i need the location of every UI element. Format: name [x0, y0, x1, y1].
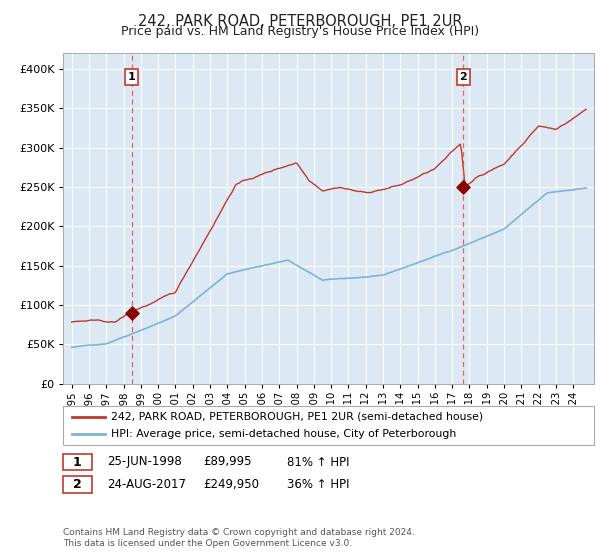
Text: 242, PARK ROAD, PETERBOROUGH, PE1 2UR (semi-detached house): 242, PARK ROAD, PETERBOROUGH, PE1 2UR (s…: [111, 412, 483, 422]
Text: Price paid vs. HM Land Registry's House Price Index (HPI): Price paid vs. HM Land Registry's House …: [121, 25, 479, 38]
Text: 24-AUG-2017: 24-AUG-2017: [107, 478, 186, 491]
Text: 36% ↑ HPI: 36% ↑ HPI: [287, 478, 349, 491]
Text: 2: 2: [460, 72, 467, 82]
Text: 1: 1: [73, 455, 82, 469]
Text: 81% ↑ HPI: 81% ↑ HPI: [287, 455, 349, 469]
Text: 242, PARK ROAD, PETERBOROUGH, PE1 2UR: 242, PARK ROAD, PETERBOROUGH, PE1 2UR: [138, 14, 462, 29]
Text: £249,950: £249,950: [203, 478, 259, 491]
Text: HPI: Average price, semi-detached house, City of Peterborough: HPI: Average price, semi-detached house,…: [111, 429, 456, 439]
Point: [458, 183, 468, 192]
Text: 25-JUN-1998: 25-JUN-1998: [107, 455, 182, 469]
Text: 1: 1: [128, 72, 136, 82]
Text: £89,995: £89,995: [203, 455, 251, 469]
Point: [127, 309, 137, 318]
Text: Contains HM Land Registry data © Crown copyright and database right 2024.
This d: Contains HM Land Registry data © Crown c…: [63, 528, 415, 548]
Text: 2: 2: [73, 478, 82, 491]
